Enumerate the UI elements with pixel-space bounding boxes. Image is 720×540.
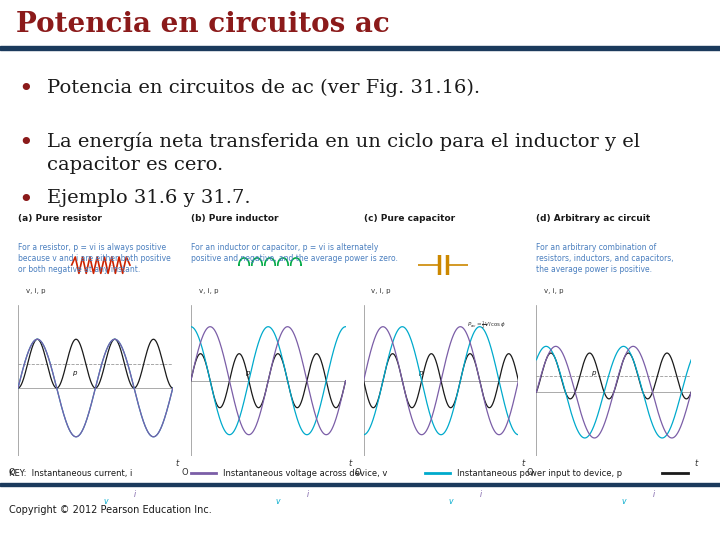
Text: v: v <box>103 497 108 506</box>
Text: t: t <box>521 460 525 468</box>
Text: p: p <box>418 370 422 376</box>
Text: t: t <box>176 460 179 468</box>
Text: O: O <box>354 468 361 477</box>
Text: For an inductor or capacitor, p = vi is alternately
positive and negative, and t: For an inductor or capacitor, p = vi is … <box>191 243 397 263</box>
Text: (a) Pure resistor: (a) Pure resistor <box>18 214 102 224</box>
Text: v: v <box>621 497 626 506</box>
Text: KEY:  Instantaneous current, i: KEY: Instantaneous current, i <box>9 469 132 478</box>
Text: p: p <box>72 370 76 376</box>
Text: v: v <box>449 497 454 506</box>
Text: O: O <box>527 468 534 477</box>
Text: La energía neta transferida en un ciclo para el inductor y el
capacitor es cero.: La energía neta transferida en un ciclo … <box>47 132 640 174</box>
Text: •: • <box>18 189 32 212</box>
Text: i: i <box>480 490 482 498</box>
Text: v, i, p: v, i, p <box>26 288 45 294</box>
Text: v, i, p: v, i, p <box>372 288 391 294</box>
Text: For a resistor, p = vi is always positive
because v and i are either both positi: For a resistor, p = vi is always positiv… <box>18 243 171 274</box>
Text: p: p <box>590 370 595 376</box>
Text: For an arbitrary combination of
resistors, inductors, and capacitors,
the averag: For an arbitrary combination of resistor… <box>536 243 674 274</box>
Text: p: p <box>245 370 249 376</box>
Text: Potencia en circuitos ac: Potencia en circuitos ac <box>16 11 390 38</box>
Text: t: t <box>348 460 352 468</box>
Text: i: i <box>134 490 136 498</box>
Text: i: i <box>307 490 309 498</box>
Text: $P_{av}=\frac{1}{2}VI\cos\phi$: $P_{av}=\frac{1}{2}VI\cos\phi$ <box>467 319 505 330</box>
Text: Ejemplo 31.6 y 31.7.: Ejemplo 31.6 y 31.7. <box>47 189 251 207</box>
Text: t: t <box>694 460 698 468</box>
Text: (d) Arbitrary ac circuit: (d) Arbitrary ac circuit <box>536 214 651 224</box>
Text: Instantaneous power input to device, p: Instantaneous power input to device, p <box>457 469 622 478</box>
Text: Potencia en circuitos de ac (ver Fig. 31.16).: Potencia en circuitos de ac (ver Fig. 31… <box>47 78 480 97</box>
Text: O: O <box>9 468 15 477</box>
Text: O: O <box>181 468 188 477</box>
Bar <box>0 483 720 486</box>
Bar <box>0 46 720 50</box>
Text: i: i <box>652 490 654 498</box>
Text: (c) Pure capacitor: (c) Pure capacitor <box>364 214 455 224</box>
Text: •: • <box>18 132 32 156</box>
Text: (b) Pure inductor: (b) Pure inductor <box>191 214 279 224</box>
Text: v: v <box>276 497 281 506</box>
Text: Copyright © 2012 Pearson Education Inc.: Copyright © 2012 Pearson Education Inc. <box>9 505 212 515</box>
Text: v, i, p: v, i, p <box>199 288 218 294</box>
Text: v, i, p: v, i, p <box>544 288 564 294</box>
Text: •: • <box>18 78 32 102</box>
Text: Instantaneous voltage across device, v: Instantaneous voltage across device, v <box>223 469 387 478</box>
